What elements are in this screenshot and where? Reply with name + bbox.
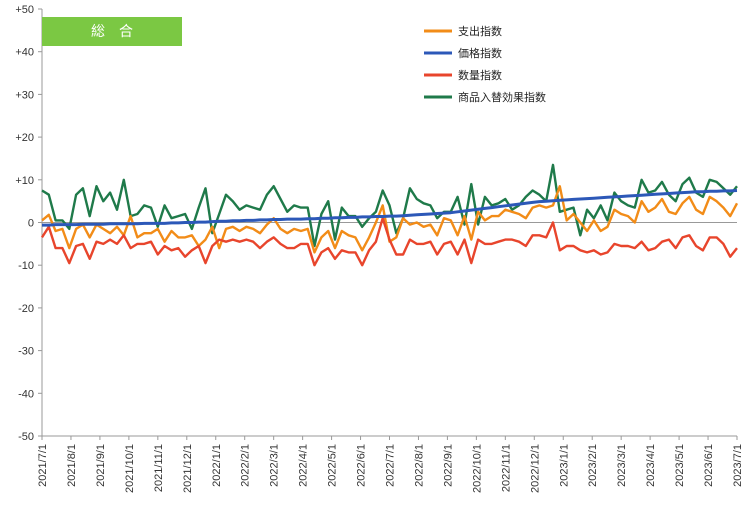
x-tick-label: 2022/7/1 bbox=[385, 444, 397, 487]
x-tick-label: 2023/7/1 bbox=[732, 444, 742, 487]
x-tick-label: 2022/8/1 bbox=[413, 444, 425, 487]
chart-title-box: 総 合 bbox=[42, 17, 182, 46]
x-tick-label: 2023/5/1 bbox=[674, 444, 686, 487]
x-tick-label: 2023/1/1 bbox=[558, 444, 570, 487]
x-tick-label: 2022/3/1 bbox=[269, 444, 281, 487]
x-tick-label: 2023/3/1 bbox=[616, 444, 628, 487]
y-tick-label: -20 bbox=[18, 303, 34, 315]
x-tick-label: 2023/2/1 bbox=[587, 444, 599, 487]
x-tick-label: 2023/6/1 bbox=[703, 444, 715, 487]
x-tick-label: 2022/5/1 bbox=[327, 444, 339, 487]
x-tick-label: 2021/12/1 bbox=[182, 444, 194, 493]
series-line-product-replacement-index bbox=[41, 163, 738, 248]
series-lines bbox=[40, 163, 739, 267]
x-tick-label: 2022/4/1 bbox=[298, 444, 310, 487]
series-line-quantity-index bbox=[40, 216, 738, 267]
chart-title: 総 合 bbox=[91, 24, 133, 40]
x-tick-label: 2022/1/1 bbox=[211, 444, 223, 487]
y-tick-label: -40 bbox=[18, 388, 34, 400]
x-tick-label: 2022/11/1 bbox=[500, 444, 512, 492]
series-line-price-index bbox=[42, 189, 738, 227]
x-tick-label: 2022/12/1 bbox=[529, 444, 541, 493]
y-tick-label: +50 bbox=[15, 4, 34, 16]
legend-label-price-index: 価格指数 bbox=[458, 46, 502, 60]
y-tick-label: +40 bbox=[15, 47, 34, 59]
x-tick-label: 2021/8/1 bbox=[66, 444, 78, 487]
y-tick-label: -50 bbox=[18, 431, 34, 443]
y-axis-ticks: +50 +40 +30 +20 +10 0 -10 -20 -30 -40 -50 bbox=[15, 4, 42, 443]
x-tick-label: 2022/9/1 bbox=[442, 444, 454, 487]
x-tick-label: 2023/4/1 bbox=[645, 444, 657, 487]
x-tick-label: 2021/9/1 bbox=[95, 444, 107, 487]
x-tick-label: 2022/2/1 bbox=[240, 444, 252, 487]
legend-label-quantity-index: 数量指数 bbox=[458, 68, 502, 82]
y-tick-label: -10 bbox=[18, 260, 34, 272]
x-tick-label: 2021/10/1 bbox=[124, 444, 136, 493]
legend-label-spending-index: 支出指数 bbox=[458, 24, 502, 38]
legend-label-product-replacement-index: 商品入替効果指数 bbox=[458, 90, 546, 104]
y-tick-label: +10 bbox=[15, 175, 34, 187]
x-tick-label: 2021/11/1 bbox=[153, 444, 165, 492]
y-tick-label: -30 bbox=[18, 346, 34, 358]
x-axis-ticks: 2021/7/1 2021/8/1 2021/9/1 2021/10/1 2021/11… bbox=[37, 436, 742, 493]
x-tick-label: 2022/10/1 bbox=[471, 444, 483, 493]
x-tick-label: 2021/7/1 bbox=[37, 444, 49, 487]
chart-title-background bbox=[42, 17, 182, 46]
y-tick-label: +30 bbox=[15, 89, 34, 101]
x-tick-label: 2022/6/1 bbox=[356, 444, 368, 487]
y-tick-label: +20 bbox=[15, 132, 34, 144]
y-tick-label: 0 bbox=[28, 218, 34, 230]
